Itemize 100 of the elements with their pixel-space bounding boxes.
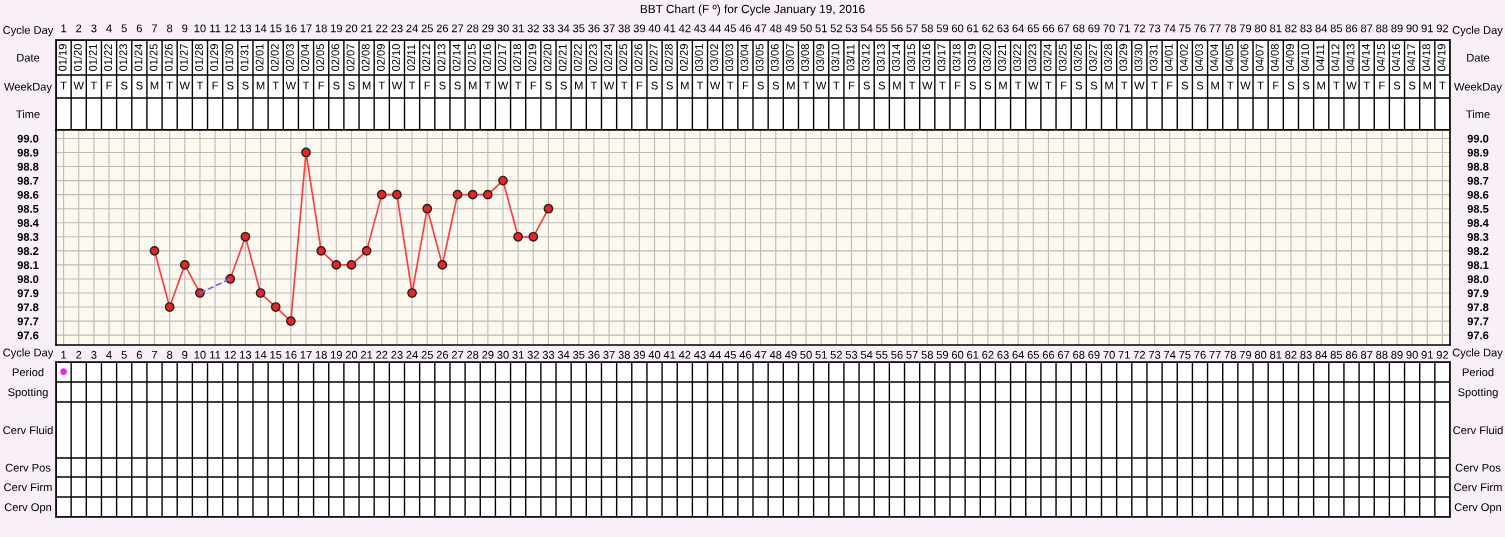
text: 03/27 (1088, 44, 1097, 71)
x-tick-label: 62 (982, 350, 994, 359)
x-tick-label: 63 (997, 350, 1009, 359)
x-tick-label: 9 (182, 350, 188, 359)
x-tick-label: 50 (800, 24, 812, 33)
text: T (1257, 81, 1264, 90)
x-tick-label: 37 (603, 350, 615, 359)
x-tick-label: 73 (1148, 350, 1161, 359)
x-tick-label: 92 (1436, 350, 1449, 359)
text: S (1302, 81, 1310, 90)
x-tick-label: 60 (951, 24, 964, 33)
text: W (1134, 81, 1145, 90)
x-tick-label: 42 (678, 24, 691, 33)
x-tick-label: 6 (136, 350, 142, 359)
x-tick-label: 71 (1118, 350, 1130, 359)
y-tick-label: Cerv Fluid (1453, 425, 1503, 435)
x-tick-label: 2 (76, 350, 82, 359)
text: 04/10 (1300, 44, 1310, 71)
x-tick-label: 83 (1300, 350, 1312, 359)
x-tick-label: 63 (997, 24, 1009, 33)
x-tick-label: 65 (1027, 350, 1040, 359)
point (149, 245, 160, 256)
text: 03/13 (876, 44, 885, 71)
x-tick-label: 51 (815, 24, 827, 33)
text: 04/08 (1270, 44, 1279, 71)
x-tick-label: 59 (936, 350, 949, 359)
text: T (590, 81, 598, 90)
text: ● (60, 368, 67, 375)
x-tick-label: 46 (739, 350, 752, 359)
text: S (863, 81, 870, 90)
text: T (408, 81, 416, 90)
x-tick-label: 85 (1330, 350, 1343, 359)
y-tick-label: 97.9 (17, 289, 39, 298)
x-tick-label: 70 (1103, 350, 1115, 359)
x-tick-label: 41 (663, 350, 676, 359)
x-tick-label: 8 (167, 350, 173, 359)
x-tick-label: 86 (1345, 24, 1358, 33)
text: S (666, 81, 673, 90)
x-tick-label: 43 (694, 350, 706, 359)
chart-title: BBT Chart (F º) for Cycle January 19, 2016 (640, 4, 865, 16)
text: M (468, 81, 477, 90)
x-tick-label: 38 (618, 24, 630, 33)
text: 04/07 (1255, 44, 1264, 71)
text: 04/11 (1316, 44, 1325, 71)
x-tick-label: 54 (860, 24, 873, 33)
y-tick-label: 98.1 (17, 261, 39, 270)
y-tick-label: 98.6 (17, 190, 39, 199)
x-tick-label: 69 (1088, 24, 1100, 33)
y-tick-label: WeekDay (1454, 82, 1502, 93)
x-tick-label: 14 (255, 24, 267, 33)
x-axis-title: Cycle Day (3, 25, 54, 37)
x-tick-label: 49 (784, 350, 797, 359)
x-tick-label: 14 (255, 350, 267, 359)
text: W (497, 81, 509, 90)
text: 02/16 (482, 44, 491, 71)
text: 03/22 (1012, 44, 1022, 71)
text: T (272, 81, 279, 90)
x-tick-label: 19 (330, 24, 342, 33)
text: F (1273, 81, 1279, 90)
point (301, 147, 311, 158)
text: M (999, 81, 1007, 90)
x-tick-label: 87 (1360, 24, 1373, 33)
x-axis-title: Cycle Day (3, 348, 54, 359)
x-tick-label: 88 (1376, 24, 1388, 33)
text: S (242, 81, 249, 90)
text: 03/29 (1119, 44, 1128, 71)
text: F (742, 81, 749, 90)
point (392, 189, 402, 200)
x-tick-label: 20 (345, 350, 358, 359)
text: T (802, 81, 810, 90)
text: S (969, 81, 976, 90)
x-tick-label: 75 (1179, 350, 1191, 359)
text: 02/20 (543, 44, 552, 71)
text: W (391, 81, 403, 90)
text: 04/03 (1194, 44, 1203, 71)
text: 02/05 (315, 44, 325, 71)
y-tick-label: 98.2 (17, 247, 39, 255)
text: T (60, 81, 67, 90)
x-tick-label: 27 (451, 350, 464, 359)
text: 03/05 (755, 44, 764, 71)
x-tick-label: 58 (921, 24, 933, 33)
text: T (908, 81, 916, 90)
text: W (815, 81, 827, 90)
text: 04/19 (1437, 44, 1446, 71)
x-tick-label: 21 (361, 350, 373, 359)
text: 02/14 (452, 43, 461, 71)
text: 01/28 (194, 44, 203, 71)
x-tick-label: 24 (406, 350, 418, 359)
x-tick-label: 61 (967, 24, 979, 33)
x-tick-label: 67 (1058, 24, 1070, 33)
text: T (1439, 81, 1446, 90)
x-tick-label: 59 (936, 24, 949, 33)
x-tick-label: 10 (194, 24, 206, 33)
text: 02/09 (376, 44, 385, 71)
y-tick-label: 98.8 (17, 162, 39, 171)
x-tick-label: 77 (1209, 24, 1221, 33)
text: T (166, 81, 173, 90)
text: F (955, 81, 961, 90)
x-tick-label: 55 (876, 24, 888, 33)
text: 04/01 (1164, 44, 1173, 71)
